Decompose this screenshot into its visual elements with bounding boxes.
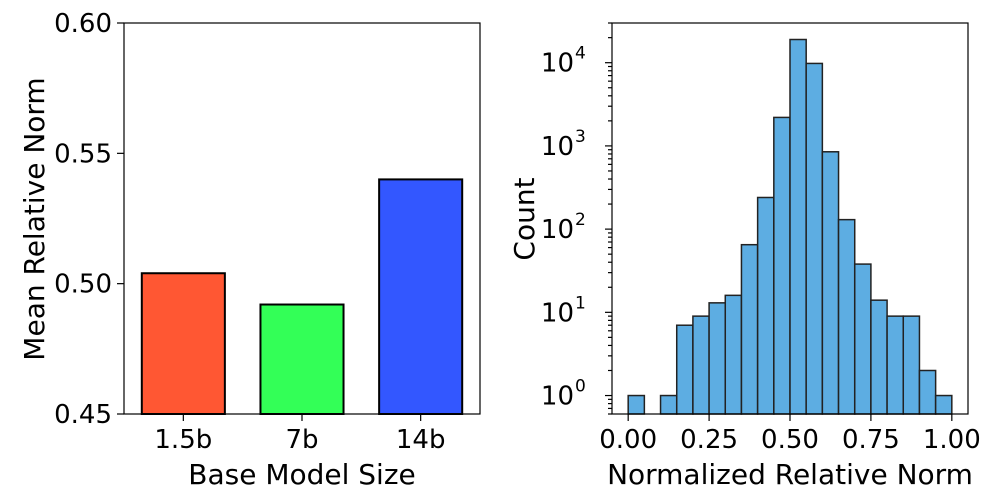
left-x-axis: 1.5b 7b 14b: [154, 414, 445, 455]
x-tick-label: 0.50: [761, 425, 819, 455]
y-tick-base: 10: [541, 49, 574, 79]
bar-chart-panel: 0.45 0.50 0.55 0.60 1.5b 7b 14b Base Model Si…: [18, 9, 481, 491]
y-tick-base: 10: [541, 132, 574, 162]
left-x-axis-title: Base Model Size: [188, 458, 416, 491]
y-tick-exponent: 3: [575, 127, 586, 147]
y-tick-label: 0.50: [54, 270, 112, 300]
x-tick-label: 7b: [285, 425, 318, 455]
y-tick-label: 10: [541, 298, 574, 328]
y-tick-label: 0.60: [54, 9, 112, 39]
histogram-bin: [692, 315, 710, 415]
y-tick-label: 0.45: [54, 400, 112, 430]
histogram-bin: [837, 218, 856, 415]
histogram-bin: [789, 38, 807, 415]
histogram-bin: [627, 394, 646, 415]
y-tick-label: 10: [541, 49, 574, 79]
histogram-bin: [708, 302, 727, 415]
histogram-bin: [756, 196, 775, 415]
histogram-bin: [886, 315, 905, 415]
y-tick-exponent: 2: [575, 210, 586, 230]
y-tick-label: 10: [541, 382, 574, 412]
bar-7b: [259, 303, 345, 415]
y-tick-label: 10: [541, 215, 574, 245]
histogram-bin: [918, 369, 937, 415]
histogram-bin: [659, 394, 678, 415]
x-tick-label: 1.00: [923, 425, 981, 455]
y-tick-label: 0.55: [54, 139, 112, 169]
bar-14b: [378, 178, 464, 415]
x-tick-label: 0.75: [842, 425, 900, 455]
histogram-bin: [853, 263, 872, 415]
y-tick-exponent: 0: [575, 377, 586, 397]
right-x-axis-title: Normalized Relative Norm: [607, 458, 973, 491]
left-y-axis-title: Mean Relative Norm: [18, 77, 51, 360]
bar-1.5b: [140, 272, 226, 415]
histogram-bin: [934, 394, 953, 415]
histogram-bin: [870, 299, 888, 415]
histogram-bin: [902, 315, 921, 415]
y-tick-exponent: 4: [575, 44, 586, 64]
y-tick-base: 10: [541, 382, 574, 412]
x-tick-label: 1.5b: [154, 425, 212, 455]
bar-series: [140, 178, 464, 415]
histogram-series: [627, 38, 953, 415]
y-tick-base: 10: [541, 298, 574, 328]
histogram-bin: [773, 116, 791, 415]
right-x-axis: 0.00 0.25 0.50 0.75 1.00: [599, 414, 981, 455]
y-tick-exponent: 1: [575, 293, 586, 313]
y-tick-label: 10: [541, 132, 574, 162]
y-tick-base: 10: [541, 215, 574, 245]
x-tick-label: 0.25: [680, 425, 738, 455]
histogram-bin: [740, 243, 759, 415]
histogram-bin: [821, 151, 840, 415]
left-y-axis: 0.45 0.50 0.55 0.60: [54, 9, 124, 430]
histogram-bin: [675, 324, 694, 415]
x-tick-label: 14b: [396, 425, 446, 455]
right-y-axis-title: Count: [508, 177, 541, 260]
histogram-bin: [805, 62, 824, 415]
histogram-bin: [724, 294, 743, 415]
x-tick-label: 0.00: [599, 425, 657, 455]
